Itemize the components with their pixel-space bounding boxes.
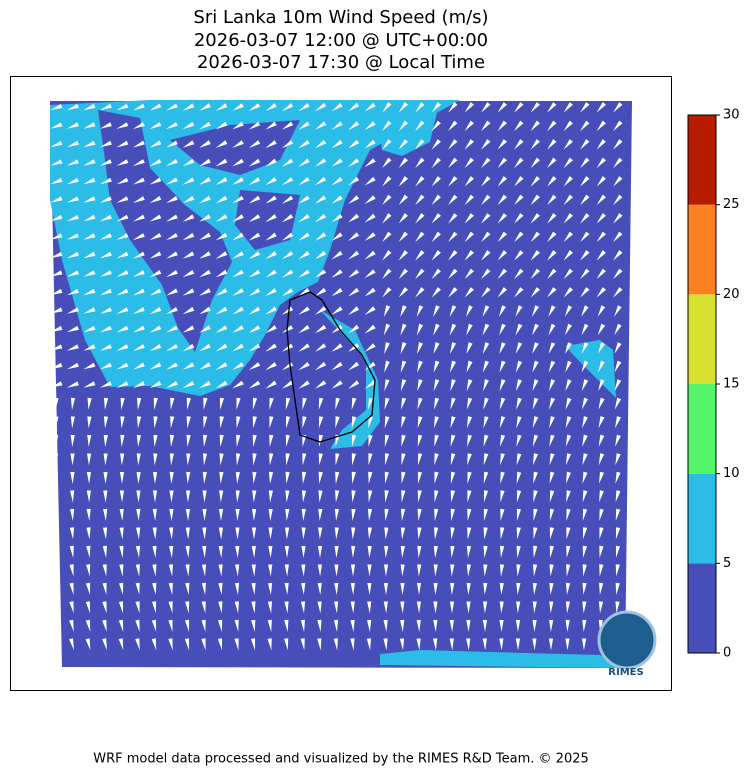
map: RIMES [50,100,657,678]
title-line: 2026-03-07 12:00 @ UTC+00:00 [194,30,488,51]
colorbar-tick-label: 5 [723,556,731,571]
logo-text: RIMES [608,667,643,678]
colorbar-tick-label: 0 [723,646,731,661]
colorbar-segment [688,563,716,653]
colorbar-tick-label: 10 [723,466,740,481]
colorbar-segment [688,294,716,384]
logo-emblem [597,610,657,670]
wind-zone [380,650,625,668]
title-line: Sri Lanka 10m Wind Speed (m/s) [193,7,488,28]
title-line: 2026-03-07 17:30 @ Local Time [197,52,485,73]
land-low-wind [98,110,232,352]
wind-zone [320,310,380,449]
colorbar-segment [688,204,716,295]
coastline [286,291,376,443]
colorbar-segment [688,115,716,205]
land-low-wind [235,190,300,250]
colorbar-tick-label: 30 [723,108,740,123]
colorbar: 0 5 10 15 20 25 30 [687,108,740,661]
colorbar-tick-label: 20 [723,287,740,302]
land-low-wind [170,120,300,175]
wind-zone [565,340,616,398]
colorbar-segment [688,384,716,474]
footer: WRF model data processed and visualized … [93,752,589,767]
colorbar-tick-label: 15 [723,377,740,392]
colorbar-tick-label: 25 [723,197,740,212]
colorbar-segment [688,473,716,564]
